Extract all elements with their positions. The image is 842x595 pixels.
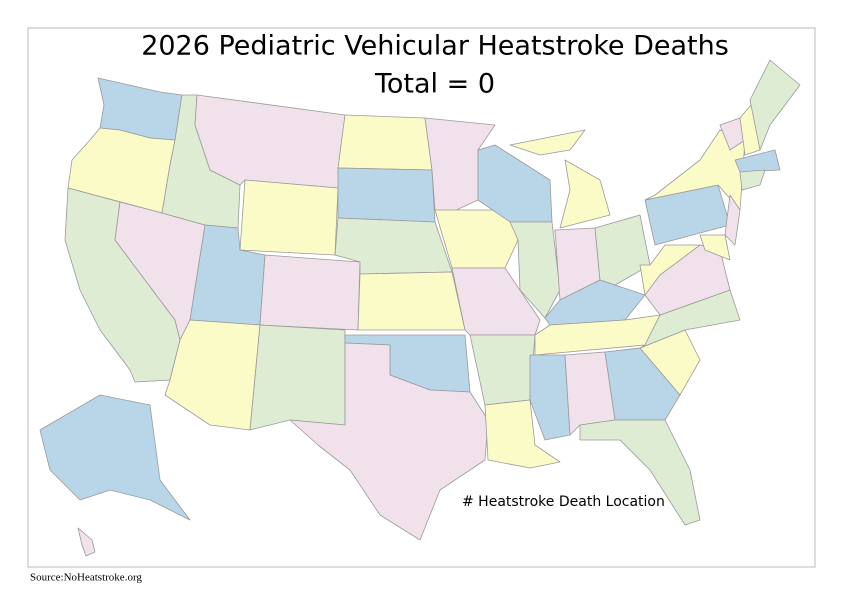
state-shape: [529, 354, 571, 441]
state-shape: [509, 129, 586, 156]
state-shape: [724, 194, 741, 246]
state-shape: [579, 419, 701, 526]
state-shape: [39, 394, 191, 521]
source-note: Source:NoHeatstroke.org: [30, 572, 142, 584]
state-shape: [739, 169, 766, 191]
state-shape: [559, 159, 611, 229]
state-shape: [604, 347, 681, 421]
state-shape: [259, 254, 361, 331]
us-map: [39, 59, 801, 557]
state-shape: [249, 324, 346, 431]
state-shape: [749, 59, 801, 151]
state-shape: [594, 214, 651, 286]
state-shape: [239, 179, 339, 256]
state-shape: [734, 149, 781, 173]
state-shape: [337, 167, 436, 223]
state-shape: [424, 117, 496, 213]
map-title: 2026 Pediatric Vehicular Heatstroke Deat…: [141, 31, 729, 62]
state-shape: [357, 271, 466, 331]
state-shape: [337, 114, 433, 171]
state-shape: [699, 234, 731, 261]
legend-label: # Heatstroke Death Location: [462, 494, 665, 510]
map-subtitle: Total = 0: [374, 69, 495, 100]
state-shape: [77, 527, 96, 557]
state-shape: [639, 244, 701, 296]
state-shape: [289, 342, 489, 541]
